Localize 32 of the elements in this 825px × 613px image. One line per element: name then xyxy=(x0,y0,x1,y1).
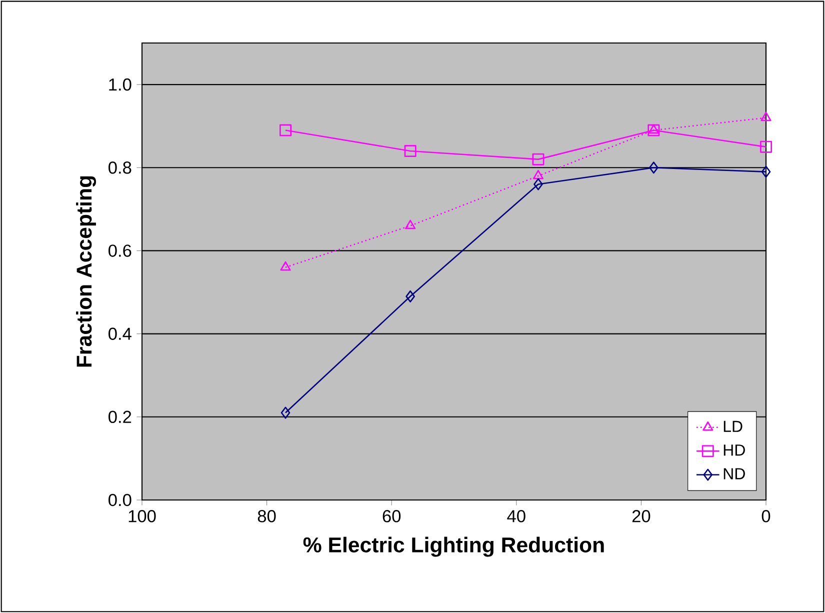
point xyxy=(760,112,772,122)
y-tick-label: 0.4 xyxy=(108,328,132,340)
x-tick-label: 40 xyxy=(507,510,526,522)
legend-label: LD xyxy=(724,420,742,432)
point xyxy=(534,178,543,190)
x-tick-label: 60 xyxy=(382,510,401,522)
y-tick-label: 0.2 xyxy=(108,410,132,424)
point xyxy=(405,220,416,230)
legend-label: HD xyxy=(724,444,745,456)
y-tick-label: 0.0 xyxy=(108,494,132,506)
point xyxy=(280,124,292,136)
point xyxy=(648,124,659,134)
x-tick-label: 100 xyxy=(128,510,156,522)
point xyxy=(404,145,416,158)
point xyxy=(649,162,658,174)
y-tick-label: 1.0 xyxy=(109,78,132,91)
point xyxy=(760,140,772,153)
point xyxy=(406,290,415,302)
point xyxy=(280,406,290,419)
point xyxy=(532,153,544,166)
point xyxy=(532,170,544,180)
legend-label: ND xyxy=(724,468,745,480)
x-tick-label: 0 xyxy=(762,510,770,522)
point xyxy=(648,124,660,136)
y-axis-title: Fraction Accepting xyxy=(76,176,96,367)
y-tick-label: 0.8 xyxy=(108,161,132,174)
point xyxy=(761,166,771,178)
x-axis-title: % Electric Lighting Reduction xyxy=(303,536,604,557)
x-tick-label: 20 xyxy=(632,510,650,522)
y-tick-label: 0.6 xyxy=(108,244,132,257)
point xyxy=(280,261,291,271)
x-tick-label: 80 xyxy=(258,510,276,522)
